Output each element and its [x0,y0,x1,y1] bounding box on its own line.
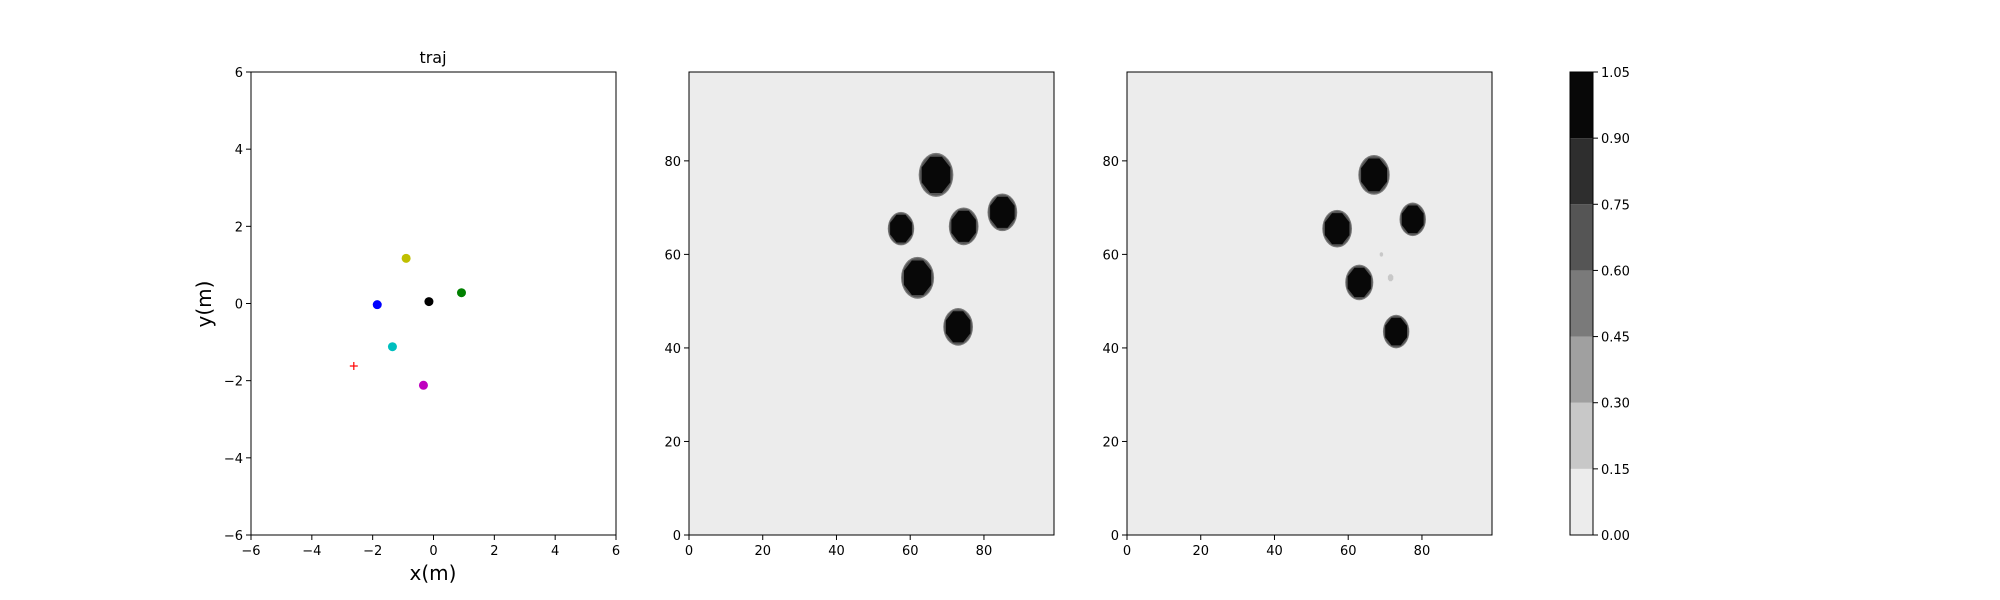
heatmap-1-frame [688,71,1055,536]
heatmap-2-x-tick-label: 60 [1340,544,1357,559]
colorbar-tick-label: 0.75 [1601,198,1630,213]
traj-x-tick-label: 0 [429,544,437,559]
traj-y-tick-label: −6 [224,529,243,544]
heatmap-1-x-tick-label: 20 [754,544,771,559]
heatmap-1-blob [943,308,974,346]
colorbar-tick-label: 0.30 [1601,397,1630,412]
traj-x-tick-label: 2 [490,544,498,559]
heatmap-1-y-ticks: 0 20 40 60 80 [664,155,689,544]
heatmap-1-blob [901,256,935,299]
traj-panel: traj −6 −4 −2 0 2 4 6 −6 −4 −2 0 2 4 6 x(m) y(m) [192,48,620,585]
traj-x-tick-label: −2 [363,544,382,559]
heatmap-1-blob [918,152,954,197]
traj-x-label: x(m) [410,561,457,585]
colorbar-ticks: 0.00 0.15 0.30 0.45 0.60 0.75 0.90 1.05 [1593,66,1630,544]
heatmap-2-y-tick-label: 80 [1102,155,1119,170]
colorbar-band [1570,270,1593,337]
colorbar-tick-label: 0.60 [1601,264,1630,279]
traj-y-tick-label: 2 [235,220,243,235]
traj-point-plus [349,362,358,371]
heatmap-2-x-tick-label: 20 [1192,544,1209,559]
traj-y-tick-label: 4 [235,143,243,158]
heatmap-1-x-tick-label: 40 [828,544,845,559]
heatmap-2-x-tick-label: 80 [1414,544,1431,559]
heatmap-1-blobs [887,152,1018,346]
heatmap-2-blob [1382,314,1410,349]
heatmap-1-y-tick-label: 40 [664,342,681,357]
traj-x-tick-label: −4 [302,544,321,559]
heatmap-2-blob [1322,209,1353,248]
heatmap-2-y-tick-label: 0 [1111,529,1119,544]
colorbar-band [1570,336,1593,403]
traj-y-tick-label: 0 [235,298,243,313]
heatmap-2-background [1127,72,1492,535]
traj-y-tick-label: −2 [224,375,243,390]
traj-points [349,253,466,390]
heatmap-1-y-tick-label: 60 [664,248,681,263]
heatmap-2-blobs [1322,154,1426,349]
heatmap-2-y-tick-label: 60 [1102,248,1119,263]
heatmap-2-y-ticks: 0 20 40 60 80 [1102,155,1127,544]
traj-x-tick-label: 4 [551,544,559,559]
heatmap-1-y-tick-label: 20 [664,435,681,450]
heatmap-2-frame [1126,71,1493,536]
traj-point [387,342,397,352]
heatmap-2-blob [1358,154,1390,195]
heatmap-1-y-tick-label: 0 [673,529,681,544]
colorbar-band [1570,138,1593,205]
colorbar-band [1570,468,1593,535]
traj-y-ticks: −6 −4 −2 0 2 4 6 [224,66,251,544]
colorbar-band [1570,402,1593,469]
traj-point [418,380,428,390]
colorbar-tick-label: 0.45 [1601,331,1630,346]
heatmap-2-y-tick-label: 20 [1102,435,1119,450]
traj-point [372,300,382,310]
colorbar-tick-label: 0.90 [1601,132,1630,147]
heatmap-1-x-tick-label: 0 [685,544,693,559]
traj-plot-area [251,72,616,535]
traj-x-tick-label: 6 [612,544,620,559]
heatmap-1-y-tick-label: 80 [664,155,681,170]
heatmap-2-blob [1399,202,1426,237]
colorbar-tick-label: 1.05 [1601,66,1630,81]
heatmap-1-x-ticks: 0 20 40 60 80 [685,535,992,559]
heatmap-panel-1: 0 20 40 60 80 0 20 40 60 80 [664,71,1055,559]
heatmap-1-x-tick-label: 60 [902,544,919,559]
traj-title: traj [419,48,446,67]
heatmap-1-x-tick-label: 80 [976,544,993,559]
heatmap-1-blob [948,207,979,246]
traj-y-tick-label: 6 [235,66,243,81]
colorbar-bands [1570,72,1593,535]
traj-x-ticks: −6 −4 −2 0 2 4 6 [241,535,620,559]
heatmap-1-background [689,72,1054,535]
colorbar-tick-label: 0.15 [1601,463,1630,478]
colorbar-band [1570,72,1593,139]
heatmap-2-blob [1387,274,1394,282]
colorbar: 0.00 0.15 0.30 0.45 0.60 0.75 0.90 1.05 [1569,66,1630,544]
traj-point [456,288,466,298]
traj-point [424,297,434,307]
traj-y-label: y(m) [192,281,216,328]
colorbar-band [1570,204,1593,271]
colorbar-frame [1569,71,1594,536]
heatmap-2-x-tick-label: 40 [1266,544,1283,559]
traj-y-tick-label: −4 [224,452,243,467]
heatmap-2-blob [1345,264,1374,301]
traj-point [401,253,411,263]
heatmap-panel-2: 0 20 40 60 80 0 20 40 60 80 [1102,71,1493,559]
heatmap-2-y-tick-label: 40 [1102,342,1119,357]
colorbar-tick-label: 0.00 [1601,529,1630,544]
traj-x-tick-label: −6 [241,544,260,559]
heatmap-2-blob [1379,252,1384,257]
heatmap-2-x-ticks: 0 20 40 60 80 [1123,535,1430,559]
heatmap-1-blob [987,193,1018,232]
heatmap-1-blob [887,211,915,246]
heatmap-2-x-tick-label: 0 [1123,544,1131,559]
